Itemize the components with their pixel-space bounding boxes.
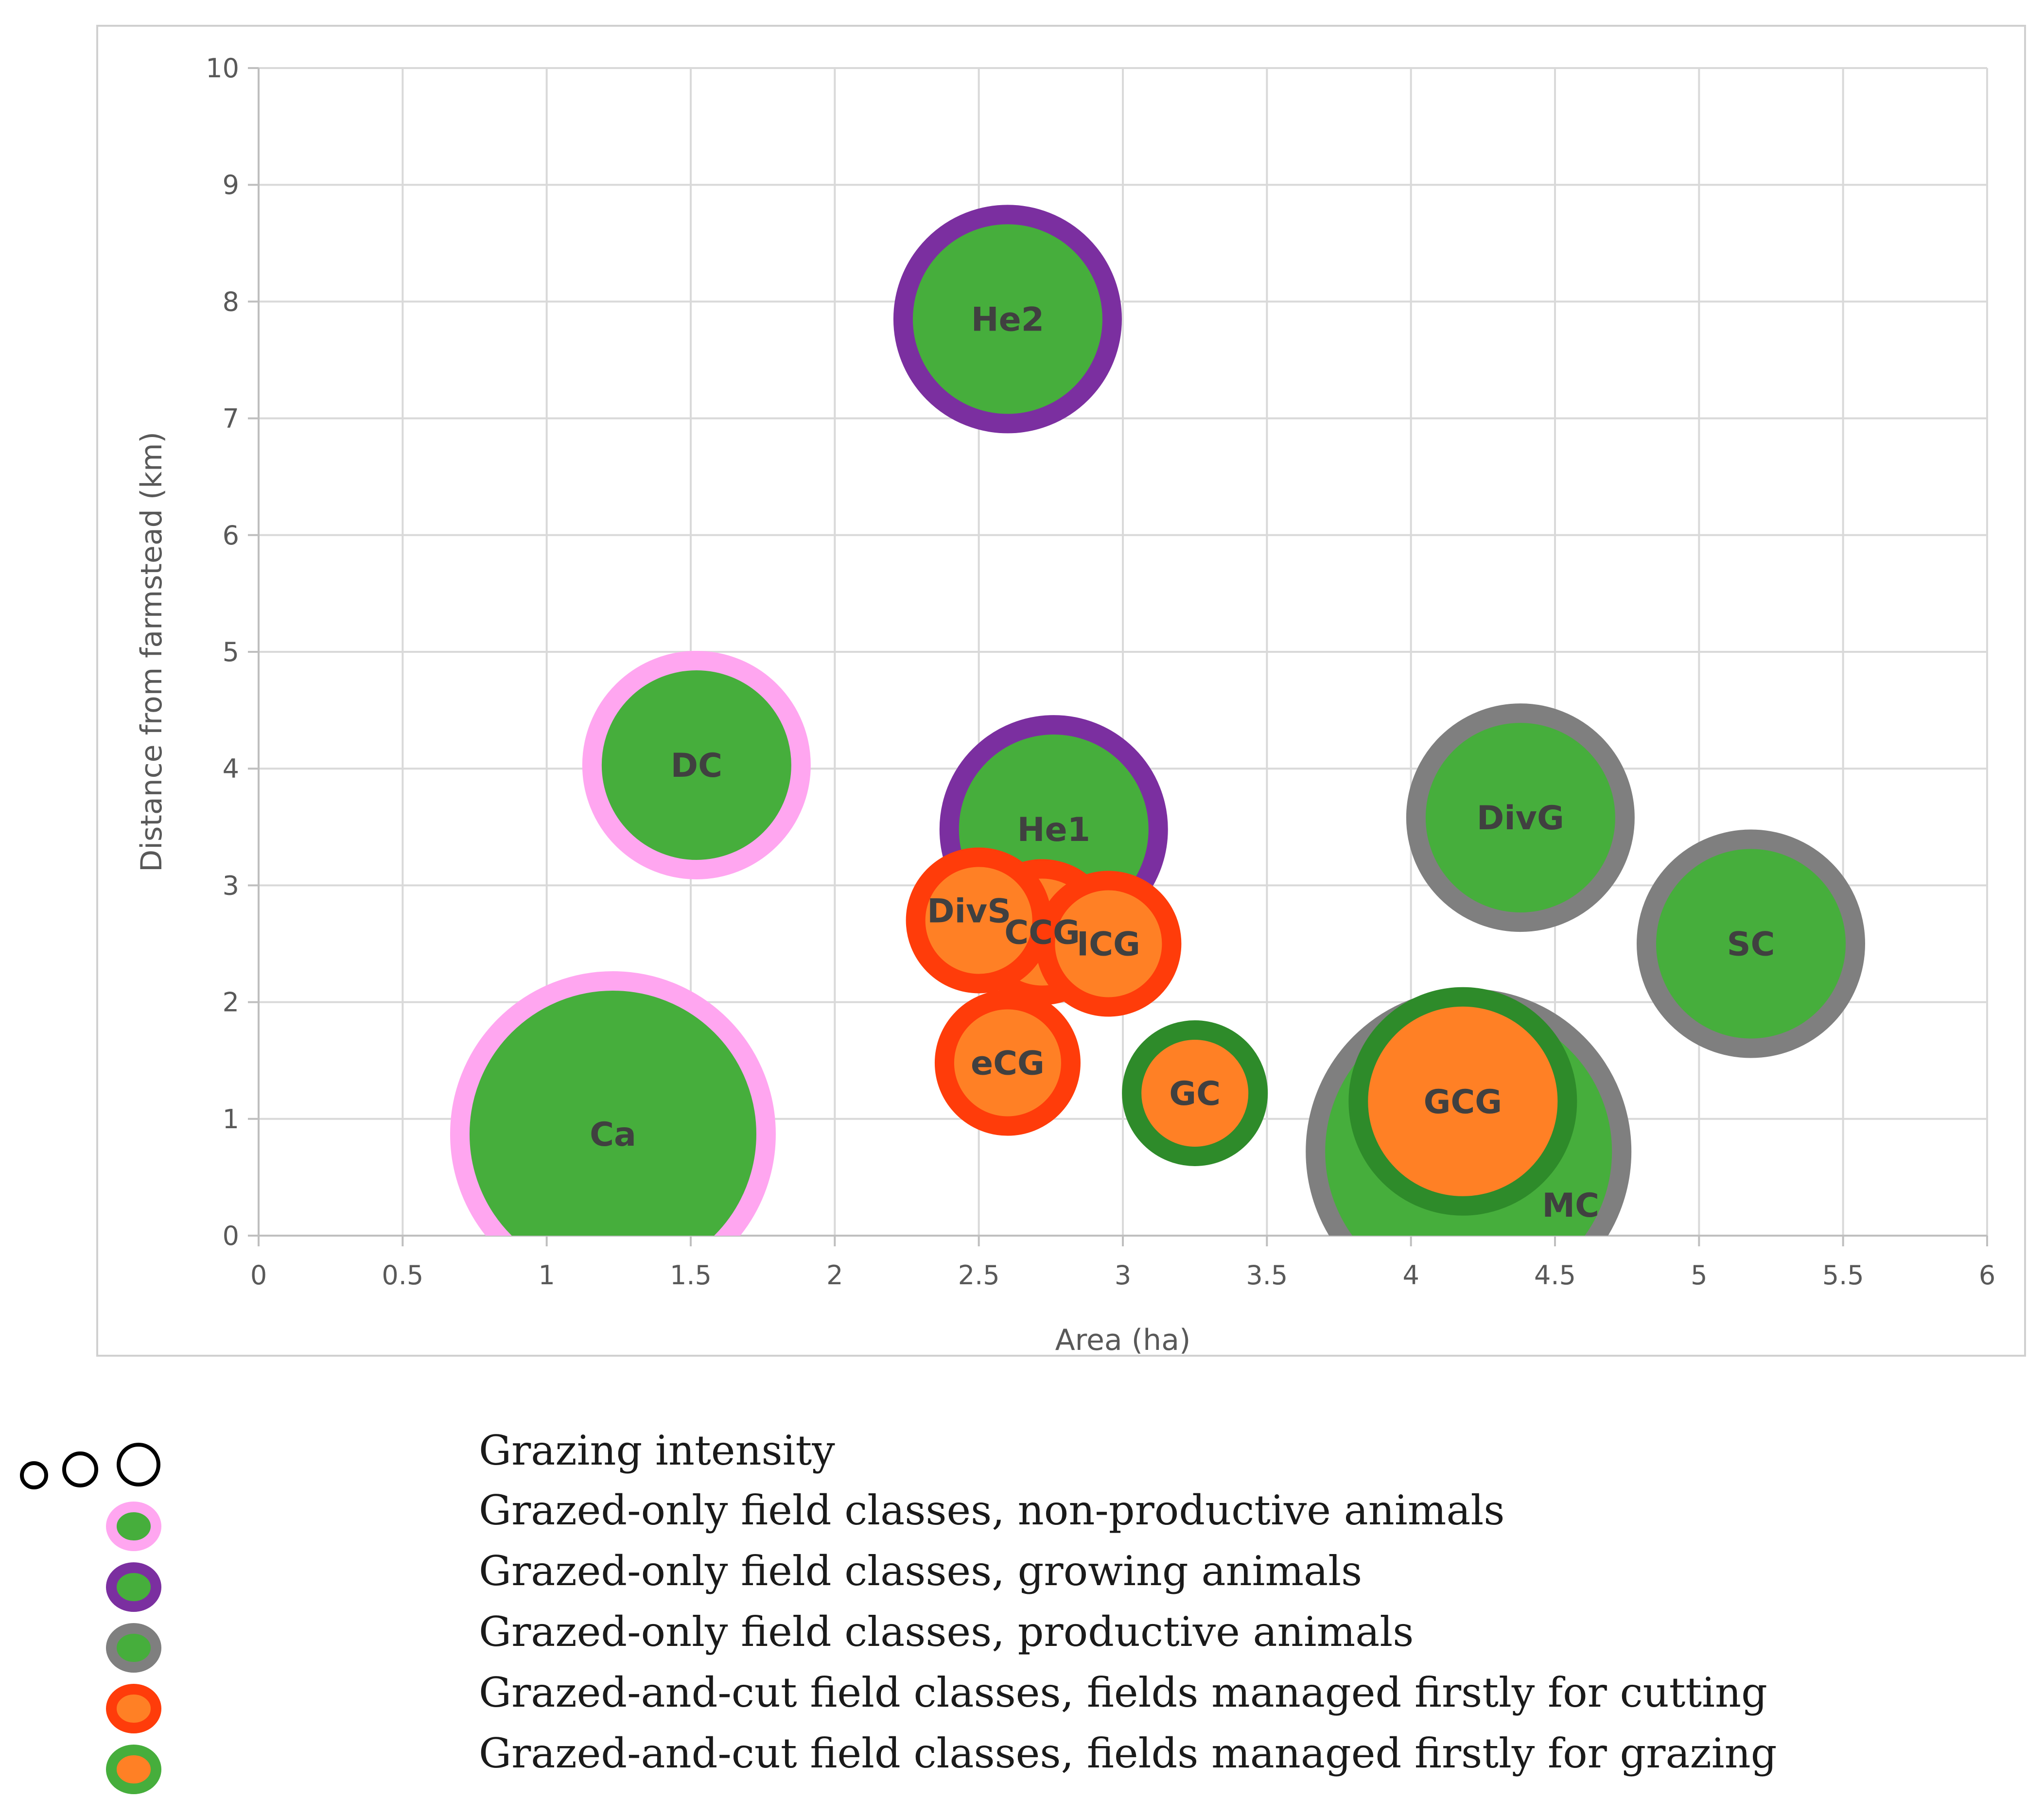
legend-productive-symbol xyxy=(106,1623,161,1673)
x-tick-label: 4.5 xyxy=(1534,1260,1576,1291)
bubble-divg xyxy=(1406,703,1635,932)
bubble-label-mc: MC xyxy=(1542,1187,1599,1225)
bubble-divs xyxy=(906,847,1052,994)
intensity-high-icon xyxy=(117,1443,160,1486)
bubble-label-sc: SC xyxy=(1727,926,1775,964)
bubble-dc xyxy=(582,650,811,879)
bubble-he2 xyxy=(893,205,1122,434)
legend-grazing-symbol xyxy=(106,1745,161,1794)
bubble-gc xyxy=(1122,1020,1268,1166)
non-productive-swatch-icon xyxy=(106,1502,161,1551)
bubble-label-he2: He2 xyxy=(971,300,1044,339)
intensity-low-icon xyxy=(20,1461,48,1489)
growing-swatch-icon xyxy=(106,1562,161,1612)
bubble-label-gcg: GCG xyxy=(1424,1083,1502,1121)
x-tick-label: 6 xyxy=(1979,1260,1995,1291)
y-axis-title: Distance from farmstead (km) xyxy=(135,432,169,872)
y-tick-label: 8 xyxy=(223,286,239,317)
bubble-gcg xyxy=(1348,987,1577,1216)
legend: Grazing intensity Grazed-only field clas… xyxy=(0,1410,2044,1794)
grazing-swatch-icon xyxy=(106,1745,161,1794)
y-tick-label: 1 xyxy=(223,1104,239,1135)
x-tick-label: 5.5 xyxy=(1822,1260,1864,1291)
y-tick-label: 10 xyxy=(206,53,239,84)
bubble-label-divg: DivG xyxy=(1477,799,1564,838)
x-tick-label: 3 xyxy=(1115,1260,1131,1291)
y-tick-label: 4 xyxy=(223,753,239,784)
bubble-label-he1: He1 xyxy=(1017,811,1090,849)
x-tick-label: 2 xyxy=(826,1260,843,1291)
y-tick-label: 6 xyxy=(223,520,239,551)
x-tick-label: 4 xyxy=(1402,1260,1419,1291)
cutting-swatch-icon xyxy=(106,1684,161,1733)
legend-intensity-text: Grazing intensity xyxy=(479,1427,835,1474)
bubble-label-gc: GC xyxy=(1169,1075,1221,1113)
bubble-label-ecg: eCG xyxy=(971,1045,1045,1083)
x-axis-title: Area (ha) xyxy=(1055,1323,1191,1355)
x-tick-label: 0.5 xyxy=(382,1260,423,1291)
bubble-chart: 0 0.5 1 1.5 2 2.5 3 3.5 4 4.5 5 5.5 6 0 1 2 3 4 5 6 7 8 9 10 Ca… xyxy=(135,53,1995,1355)
y-tick-label: 5 xyxy=(223,637,239,667)
bubble-sc xyxy=(1637,829,1866,1058)
bubble-label-ccg: CCG xyxy=(1004,913,1080,952)
legend-non-productive-symbol xyxy=(106,1502,161,1551)
legend-growing-symbol xyxy=(106,1562,161,1612)
bubble-label-ca: Ca xyxy=(590,1116,636,1154)
y-tick-label: 9 xyxy=(223,170,239,200)
bubbles xyxy=(450,205,1866,1236)
bubble-ca xyxy=(450,971,776,1236)
x-tick-label: 1 xyxy=(538,1260,555,1291)
intensity-medium-icon xyxy=(62,1451,98,1487)
x-tick-label: 5 xyxy=(1691,1260,1707,1291)
x-tick-label: 0 xyxy=(250,1260,267,1291)
y-tick-label: 0 xyxy=(223,1221,239,1251)
x-tick-label: 3.5 xyxy=(1246,1260,1288,1291)
y-tick-label: 7 xyxy=(223,403,239,434)
legend-intensity-symbol xyxy=(20,1443,160,1489)
x-tick-label: 2.5 xyxy=(958,1260,1000,1291)
y-tick-label: 3 xyxy=(223,870,239,901)
bubble-label-dc: DC xyxy=(671,747,722,785)
bubble-ecg xyxy=(934,990,1081,1136)
bubble-label-divs: DivS xyxy=(927,892,1011,930)
legend-productive-text: Grazed-only field classes, productive an… xyxy=(479,1608,1414,1656)
x-tick-label: 1.5 xyxy=(670,1260,712,1291)
legend-grazing-text: Grazed-and-cut field classes, fields man… xyxy=(479,1730,1777,1777)
productive-swatch-icon xyxy=(106,1623,161,1673)
legend-cutting-text: Grazed-and-cut field classes, fields man… xyxy=(479,1669,1767,1716)
legend-cutting-symbol xyxy=(106,1684,161,1733)
chart-frame: 0 0.5 1 1.5 2 2.5 3 3.5 4 4.5 5 5.5 6 0 1 2 3 4 5 6 7 8 9 10 Ca… xyxy=(96,25,2026,1357)
y-tick-label: 2 xyxy=(223,987,239,1018)
legend-non-productive-text: Grazed-only field classes, non-productiv… xyxy=(479,1486,1505,1534)
legend-growing-text: Grazed-only field classes, growing anima… xyxy=(479,1547,1363,1595)
bubble-label-icg: ICG xyxy=(1077,926,1140,964)
